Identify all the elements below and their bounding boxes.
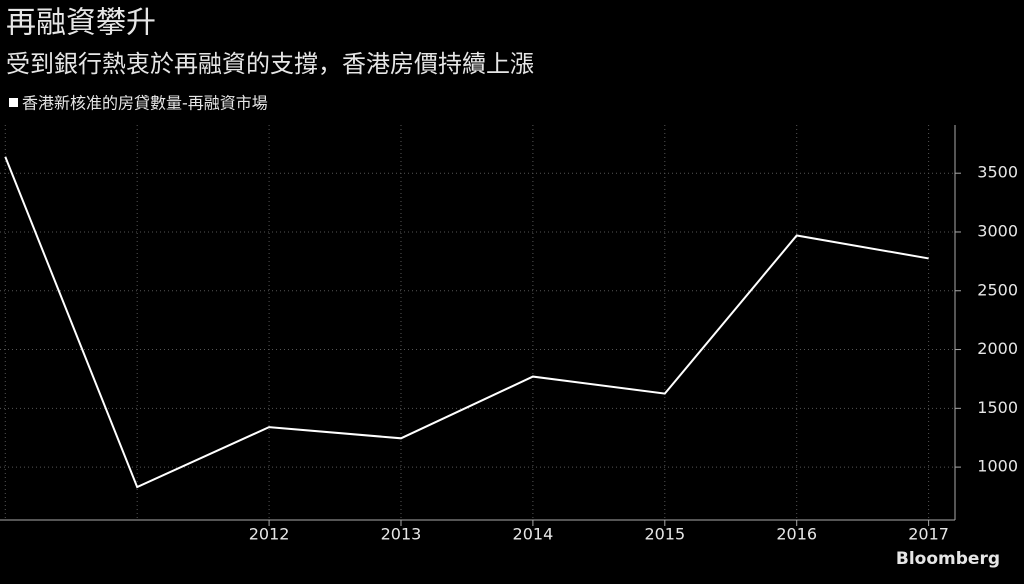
y-tick-label: 3000 — [977, 221, 1018, 240]
data-line — [4, 156, 929, 489]
y-tick-label: 3500 — [977, 163, 1018, 182]
legend-swatch — [9, 98, 18, 107]
y-tick-label: 1500 — [977, 398, 1018, 417]
x-tick-label: 2017 — [908, 525, 949, 544]
legend-label: 香港新核准的房貸數量-再融資市場 — [22, 94, 268, 113]
chart-subtitle: 受到銀行熱衷於再融資的支撐，香港房價持續上漲 — [6, 50, 534, 78]
y-tick-label: 2000 — [977, 339, 1018, 358]
source: Bloomberg — [896, 549, 1000, 569]
x-tick-label: 2014 — [513, 525, 554, 544]
y-tick-label: 2500 — [977, 280, 1018, 299]
x-tick-label: 2013 — [381, 525, 422, 544]
x-tick-label: 2012 — [249, 525, 290, 544]
x-tick-label: 2015 — [644, 525, 685, 544]
x-tick-label: 2016 — [776, 525, 817, 544]
y-tick-label: 1000 — [977, 457, 1018, 476]
chart-title: 再融資攀升 — [6, 6, 156, 41]
